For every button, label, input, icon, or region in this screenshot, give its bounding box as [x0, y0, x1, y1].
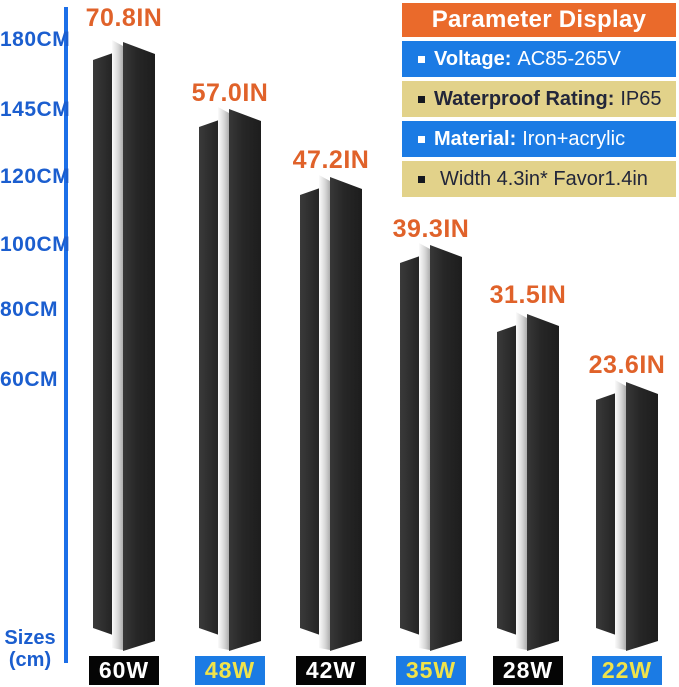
param-label: Material: — [434, 127, 517, 150]
inch-label-35w: 39.3IN — [392, 215, 470, 243]
inch-label-42w: 47.2IN — [292, 146, 370, 174]
lamp-front-panel — [330, 177, 362, 651]
axis-tick-80cm: 80CM — [0, 298, 59, 321]
inch-label-48w: 57.0IN — [191, 79, 269, 107]
axis-caption-sizes: Sizes — [4, 627, 56, 649]
param-value: IP65 — [620, 87, 662, 110]
watt-badge-42w: 42W — [296, 656, 366, 685]
watt-badge-35w: 35W — [396, 656, 466, 685]
axis-tick-180cm: 180CM — [0, 28, 71, 51]
watt-badge-48w: 48W — [195, 656, 265, 685]
axis-caption-cm: (cm) — [8, 649, 52, 671]
param-label: Waterproof Rating: — [434, 87, 615, 110]
lamp-front-panel — [123, 42, 155, 651]
inch-label-22w: 23.6IN — [588, 351, 666, 379]
axis-tick-100cm: 100CM — [0, 233, 71, 256]
lamp-light-strip — [319, 175, 330, 650]
param-value: Width 4.3in* Favor1.4in — [440, 167, 648, 190]
parameter-panel: Parameter Display Voltage: AC85-265V Wat… — [402, 3, 676, 197]
axis-tick-60cm: 60CM — [0, 368, 59, 391]
inch-label-28w: 31.5IN — [489, 281, 567, 309]
lamp-back-fin — [300, 188, 320, 635]
bullet-icon — [418, 55, 425, 63]
lamp-light-strip — [419, 243, 430, 650]
param-value: Iron+acrylic — [522, 127, 626, 150]
lamp-light-strip — [112, 40, 123, 650]
bullet-icon — [418, 95, 425, 103]
lamp-48w — [199, 107, 261, 651]
lamp-60w — [93, 40, 155, 651]
lamp-back-fin — [596, 393, 616, 635]
param-row-waterproof: Waterproof Rating: IP65 — [402, 81, 676, 117]
watt-badge-22w: 22W — [592, 656, 662, 685]
lamp-front-panel — [229, 109, 261, 651]
lamp-light-strip — [516, 312, 527, 650]
lamp-42w — [300, 175, 362, 651]
param-row-voltage: Voltage: AC85-265V — [402, 41, 676, 77]
param-row-width: Width 4.3in* Favor1.4in — [402, 161, 676, 197]
axis-tick-120cm: 120CM — [0, 165, 71, 188]
lamp-back-fin — [199, 120, 219, 635]
lamp-light-strip — [615, 380, 626, 650]
inch-label-60w: 70.8IN — [85, 4, 163, 32]
axis-tick-145cm: 145CM — [0, 98, 71, 121]
lamp-front-panel — [626, 382, 658, 651]
lamp-22w — [596, 380, 658, 651]
lamp-35w — [400, 243, 462, 651]
lamp-front-panel — [430, 245, 462, 651]
lamp-28w — [497, 312, 559, 651]
param-label: Voltage: — [434, 47, 512, 70]
lamp-front-panel — [527, 314, 559, 651]
lamp-light-strip — [218, 107, 229, 650]
vertical-axis-line — [64, 7, 68, 663]
bullet-icon — [418, 175, 425, 183]
param-row-material: Material: Iron+acrylic — [402, 121, 676, 157]
bullet-icon — [418, 135, 425, 143]
lamp-back-fin — [497, 325, 517, 635]
parameter-panel-title: Parameter Display — [402, 3, 676, 37]
watt-badge-60w: 60W — [89, 656, 159, 685]
param-value: AC85-265V — [517, 47, 621, 70]
lamp-back-fin — [400, 256, 420, 635]
lamp-back-fin — [93, 53, 113, 635]
watt-badge-28w: 28W — [493, 656, 563, 685]
